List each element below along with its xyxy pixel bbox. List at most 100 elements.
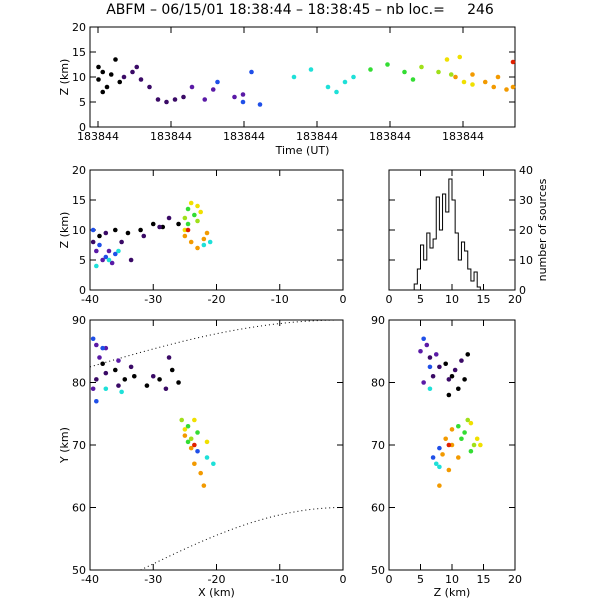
data-point	[430, 373, 436, 379]
data-point	[446, 467, 452, 473]
y-tick-label: 10	[519, 254, 533, 267]
data-point	[113, 227, 118, 233]
data-point	[437, 445, 442, 451]
x-tick-label: -40	[81, 293, 99, 306]
y-tick-label: 70	[371, 439, 385, 452]
data-point	[402, 69, 407, 75]
data-point	[198, 470, 203, 476]
histogram-steps	[413, 178, 484, 291]
data-point	[440, 452, 445, 457]
data-point	[100, 69, 106, 75]
x-tick-label: -30	[144, 573, 162, 586]
data-point	[188, 200, 194, 206]
plan-view-frame	[89, 319, 344, 571]
data-point	[446, 377, 452, 382]
data-point	[182, 215, 188, 221]
data-point	[182, 227, 188, 233]
y-tick-label: 50	[371, 564, 385, 577]
data-point	[150, 373, 156, 379]
data-point	[468, 420, 474, 426]
x-tick-label: 15	[477, 293, 491, 306]
y-tick-label: 60	[371, 502, 385, 515]
x-tick-label: 10	[445, 573, 459, 586]
data-point	[188, 239, 194, 245]
data-point	[257, 102, 263, 107]
data-point	[430, 455, 436, 460]
data-point	[351, 74, 356, 80]
data-point	[103, 230, 109, 236]
data-point	[424, 342, 430, 348]
data-point	[449, 427, 455, 432]
data-point	[504, 87, 509, 92]
data-point	[94, 377, 99, 382]
data-point	[128, 364, 134, 370]
data-point	[117, 79, 123, 85]
data-point	[100, 361, 105, 367]
data-point	[131, 373, 137, 379]
data-point	[446, 442, 452, 448]
y-axis-label: Y (km)	[58, 427, 71, 464]
data-point	[471, 442, 477, 448]
x-tick-label: 5	[417, 573, 424, 586]
data-point	[427, 364, 433, 370]
data-point	[109, 260, 115, 266]
data-point	[437, 364, 442, 370]
data-point	[185, 439, 191, 445]
data-point	[104, 84, 110, 90]
data-point	[198, 209, 203, 215]
data-point	[418, 348, 423, 354]
data-point	[421, 380, 426, 385]
data-point	[113, 57, 118, 62]
data-point	[182, 233, 188, 239]
data-point	[125, 230, 131, 236]
y-tick-label: 60	[72, 502, 86, 515]
data-point	[113, 367, 118, 373]
data-point	[100, 89, 106, 95]
data-point	[147, 84, 152, 90]
data-point	[192, 212, 197, 218]
y-tick-label: 15	[72, 194, 86, 207]
y-tick-label: 0	[519, 284, 526, 297]
data-point	[163, 386, 169, 392]
data-point	[470, 82, 475, 87]
data-point	[103, 254, 109, 260]
data-point	[97, 233, 102, 239]
data-point	[166, 355, 172, 360]
y-tick-label: 70	[72, 439, 86, 452]
data-point	[141, 233, 147, 239]
data-point	[195, 245, 200, 251]
x-tick-label: 183844	[77, 130, 119, 143]
data-point	[410, 77, 416, 82]
x-tick-label: 0	[386, 293, 393, 306]
data-point	[456, 386, 461, 392]
data-point	[103, 386, 109, 392]
data-point	[97, 242, 102, 248]
data-point	[119, 239, 124, 245]
data-point	[134, 64, 140, 70]
y-tick-label: 0	[79, 121, 86, 134]
data-point	[427, 355, 433, 360]
data-point	[433, 352, 439, 357]
data-point	[437, 483, 442, 488]
data-point	[482, 79, 488, 85]
data-point	[325, 84, 331, 90]
data-point	[96, 64, 101, 70]
data-point	[164, 99, 169, 105]
x-tick-label: -40	[81, 573, 99, 586]
data-point	[443, 361, 449, 367]
x-tick-label: 0	[340, 293, 347, 306]
data-point	[474, 436, 480, 442]
data-point	[443, 436, 449, 442]
data-point	[427, 386, 433, 392]
data-point	[510, 59, 516, 65]
data-point	[204, 455, 210, 460]
data-point	[144, 383, 150, 388]
data-point	[249, 69, 254, 75]
data-point	[188, 436, 194, 442]
data-point	[116, 358, 121, 363]
x-tick-label: -30	[144, 293, 162, 306]
data-point	[116, 383, 121, 388]
data-point	[96, 77, 101, 82]
data-point	[181, 94, 186, 100]
y-tick-label: 90	[371, 314, 385, 327]
